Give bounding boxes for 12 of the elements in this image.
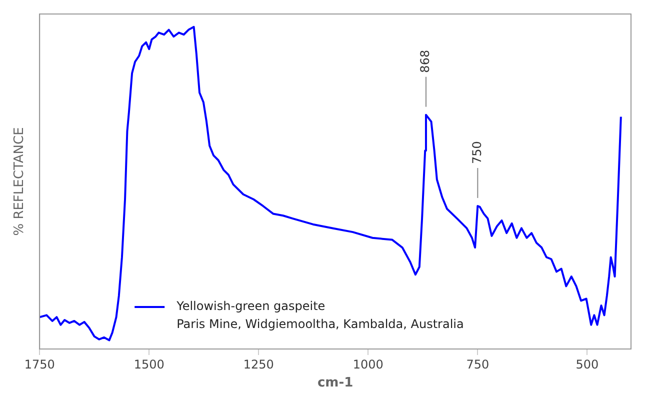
annotation: 750: [470, 141, 484, 164]
x-tick-label: 1500: [134, 357, 164, 372]
annotation: 868: [418, 50, 432, 73]
y-axis-title: % REFLECTANCE: [12, 127, 28, 236]
x-tick-label: 1750: [24, 357, 55, 372]
x-tick-label: 1250: [243, 357, 274, 372]
x-axis-title: cm-1: [317, 376, 354, 391]
annotation: Paris Mine, Widgiemooltha, Kambalda, Australia: [176, 317, 464, 332]
x-tick-label: 750: [466, 357, 490, 372]
legend-label: Yellowish-green gaspeite: [176, 299, 326, 314]
x-tick-label: 500: [576, 357, 599, 372]
x-tick-label: 1000: [352, 357, 384, 372]
